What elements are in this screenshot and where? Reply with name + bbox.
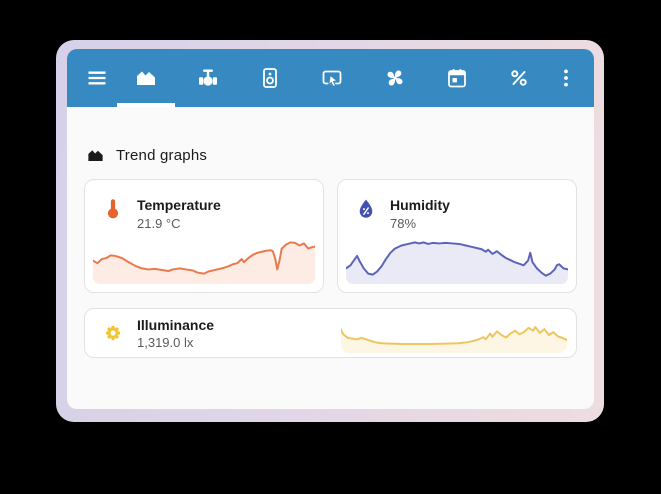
temperature-card[interactable]: Temperature 21.9 °C: [84, 179, 324, 293]
sun-icon: [105, 325, 121, 341]
app-frame: Trend graphs Temperature 21.9 °C: [67, 49, 594, 409]
toolbar: [67, 49, 594, 107]
more-options-button[interactable]: [552, 49, 580, 107]
page-title: Trend graphs: [116, 147, 208, 164]
temperature-value: 21.9 °C: [137, 216, 181, 231]
speaker-icon: [263, 68, 278, 88]
area-chart-icon: [137, 71, 155, 85]
humidity-card-header: Humidity 78%: [338, 180, 576, 231]
humidity-card[interactable]: Humidity 78%: [337, 179, 577, 293]
tab-trend-graphs[interactable]: [117, 49, 175, 107]
more-vert-icon: [564, 69, 568, 87]
touch-select-icon: [323, 70, 342, 88]
temperature-sparkline: [93, 232, 315, 284]
app-window: Trend graphs Temperature 21.9 °C: [56, 40, 604, 422]
humidity-title: Humidity: [390, 197, 450, 213]
page-heading: Trend graphs: [86, 146, 577, 165]
humidity-sparkline: [346, 232, 568, 284]
tab-valve[interactable]: [179, 49, 237, 107]
tab-fan[interactable]: [366, 49, 424, 107]
illuminance-sparkline: [341, 317, 567, 353]
illuminance-card[interactable]: Illuminance 1,319.0 lx: [84, 308, 577, 358]
tab-percent[interactable]: [490, 49, 548, 107]
page-content: Trend graphs Temperature 21.9 °C: [67, 107, 594, 409]
tab-calendar[interactable]: [428, 49, 486, 107]
calendar-icon: [447, 69, 466, 88]
illuminance-value: 1,319.0 lx: [137, 334, 194, 350]
fan-icon: [387, 70, 403, 86]
toolbar-tabs: [117, 49, 548, 107]
temperature-title: Temperature: [137, 197, 221, 213]
menu-icon: [88, 71, 106, 85]
sensor-cards: Temperature 21.9 °C Hum: [84, 179, 577, 293]
percent-icon: [511, 70, 527, 86]
valve-icon: [199, 69, 218, 86]
temperature-card-header: Temperature 21.9 °C: [85, 180, 323, 231]
thermometer-icon: [107, 199, 119, 219]
selected-tab-indicator: [117, 103, 175, 107]
water-percent-icon: [359, 199, 373, 218]
humidity-value: 78%: [390, 216, 417, 231]
tab-touch[interactable]: [303, 49, 361, 107]
menu-button[interactable]: [83, 49, 111, 107]
illuminance-title: Illuminance: [137, 316, 215, 333]
tab-speaker[interactable]: [241, 49, 299, 107]
area-chart-icon: [88, 150, 103, 162]
